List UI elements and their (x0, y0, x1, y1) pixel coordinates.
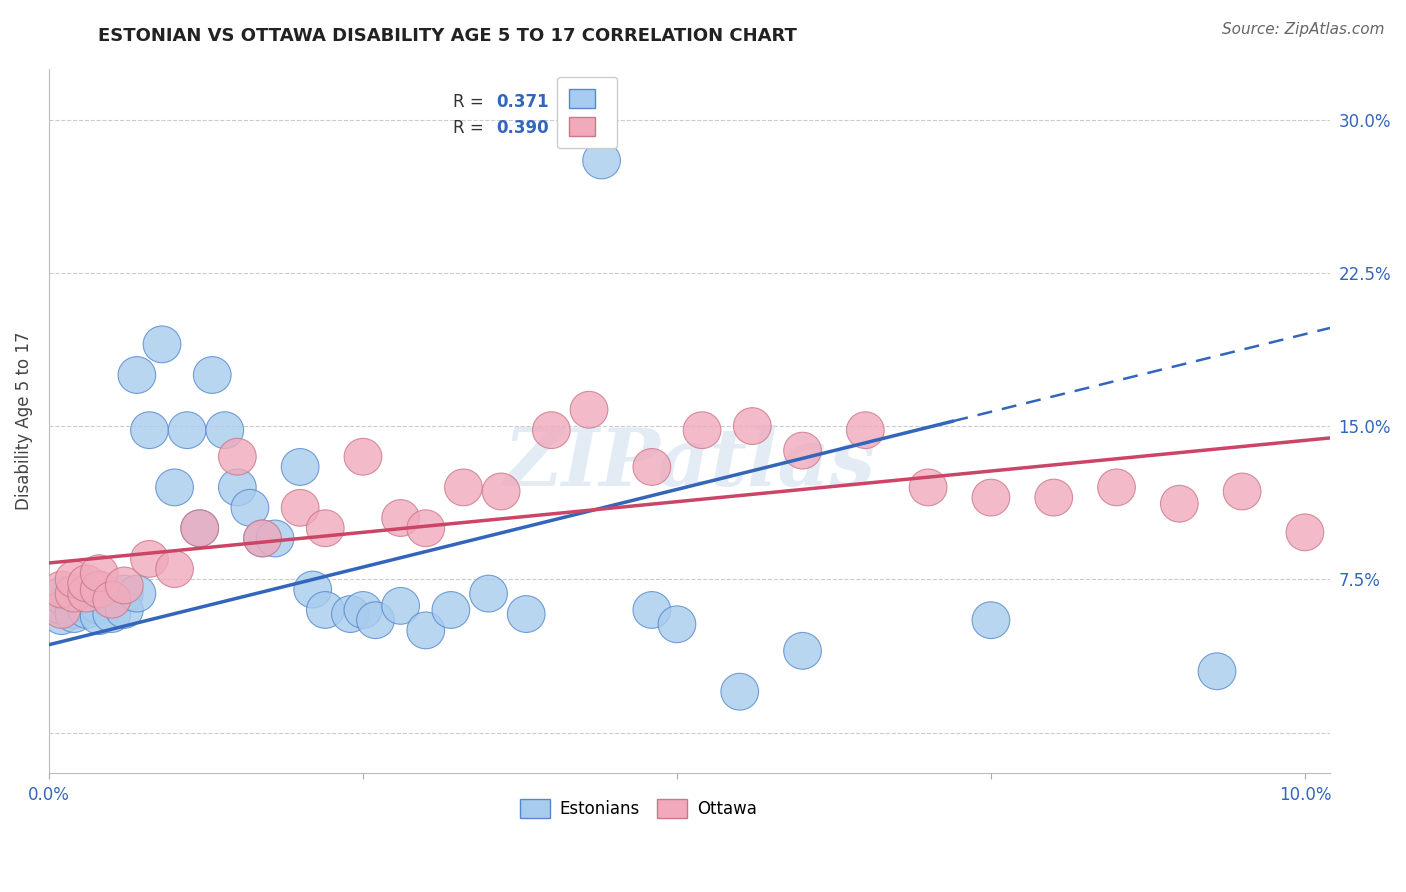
Ellipse shape (156, 469, 194, 506)
Ellipse shape (231, 490, 269, 526)
Ellipse shape (55, 591, 93, 628)
Ellipse shape (783, 632, 821, 669)
Ellipse shape (218, 469, 256, 506)
Ellipse shape (1035, 479, 1073, 516)
Ellipse shape (972, 602, 1010, 639)
Text: R =: R = (453, 120, 488, 137)
Ellipse shape (105, 591, 143, 628)
Ellipse shape (80, 555, 118, 591)
Ellipse shape (55, 596, 93, 632)
Ellipse shape (80, 571, 118, 608)
Ellipse shape (55, 575, 93, 612)
Ellipse shape (1286, 514, 1324, 550)
Ellipse shape (571, 392, 607, 428)
Ellipse shape (582, 142, 620, 179)
Text: R =: R = (453, 93, 488, 112)
Ellipse shape (382, 588, 419, 624)
Text: ZIPatlas: ZIPatlas (503, 425, 876, 502)
Text: 0.371: 0.371 (496, 93, 548, 112)
Ellipse shape (406, 612, 444, 648)
Ellipse shape (243, 520, 281, 557)
Ellipse shape (42, 577, 80, 614)
Ellipse shape (131, 541, 169, 577)
Ellipse shape (1198, 653, 1236, 690)
Ellipse shape (533, 412, 571, 449)
Ellipse shape (42, 598, 80, 634)
Ellipse shape (181, 510, 218, 547)
Ellipse shape (734, 408, 770, 444)
Ellipse shape (482, 473, 520, 510)
Ellipse shape (972, 479, 1010, 516)
Ellipse shape (143, 326, 181, 363)
Ellipse shape (169, 412, 205, 449)
Ellipse shape (80, 598, 118, 634)
Ellipse shape (105, 567, 143, 604)
Ellipse shape (243, 520, 281, 557)
Ellipse shape (181, 510, 218, 547)
Ellipse shape (633, 591, 671, 628)
Ellipse shape (205, 412, 243, 449)
Ellipse shape (42, 591, 80, 628)
Ellipse shape (281, 490, 319, 526)
Text: N =: N = (548, 93, 596, 112)
Ellipse shape (721, 673, 759, 710)
Ellipse shape (80, 588, 118, 624)
Ellipse shape (256, 520, 294, 557)
Text: Source: ZipAtlas.com: Source: ZipAtlas.com (1222, 22, 1385, 37)
Text: 0.390: 0.390 (496, 120, 548, 137)
Ellipse shape (294, 571, 332, 608)
Text: N =: N = (548, 120, 596, 137)
Ellipse shape (194, 357, 231, 393)
Ellipse shape (118, 357, 156, 393)
Ellipse shape (1098, 469, 1136, 506)
Ellipse shape (910, 469, 948, 506)
Ellipse shape (42, 571, 80, 608)
Ellipse shape (633, 449, 671, 485)
Ellipse shape (218, 438, 256, 475)
Ellipse shape (1160, 485, 1198, 522)
Legend: Estonians, Ottawa: Estonians, Ottawa (513, 792, 763, 825)
Ellipse shape (406, 510, 444, 547)
Text: 36: 36 (596, 120, 619, 137)
Ellipse shape (357, 602, 394, 639)
Ellipse shape (67, 591, 105, 628)
Ellipse shape (93, 596, 131, 632)
Ellipse shape (93, 582, 131, 618)
Y-axis label: Disability Age 5 to 17: Disability Age 5 to 17 (15, 332, 32, 510)
Ellipse shape (382, 500, 419, 536)
Ellipse shape (783, 433, 821, 469)
Ellipse shape (846, 412, 884, 449)
Ellipse shape (55, 582, 93, 618)
Ellipse shape (118, 575, 156, 612)
Ellipse shape (307, 591, 344, 628)
Ellipse shape (432, 591, 470, 628)
Ellipse shape (470, 575, 508, 612)
Ellipse shape (80, 571, 118, 608)
Ellipse shape (42, 588, 80, 624)
Ellipse shape (332, 596, 370, 632)
Ellipse shape (55, 561, 93, 598)
Ellipse shape (67, 585, 105, 623)
Ellipse shape (658, 606, 696, 642)
Ellipse shape (444, 469, 482, 506)
Ellipse shape (307, 510, 344, 547)
Ellipse shape (131, 412, 169, 449)
Ellipse shape (156, 550, 194, 588)
Ellipse shape (67, 575, 105, 612)
Ellipse shape (344, 438, 382, 475)
Ellipse shape (105, 575, 143, 612)
Ellipse shape (344, 591, 382, 628)
Ellipse shape (1223, 473, 1261, 510)
Text: 47: 47 (596, 93, 619, 112)
Ellipse shape (281, 449, 319, 485)
Ellipse shape (93, 582, 131, 618)
Ellipse shape (683, 412, 721, 449)
Ellipse shape (508, 596, 546, 632)
Ellipse shape (67, 575, 105, 612)
Text: ESTONIAN VS OTTAWA DISABILITY AGE 5 TO 17 CORRELATION CHART: ESTONIAN VS OTTAWA DISABILITY AGE 5 TO 1… (98, 27, 797, 45)
Ellipse shape (67, 565, 105, 602)
